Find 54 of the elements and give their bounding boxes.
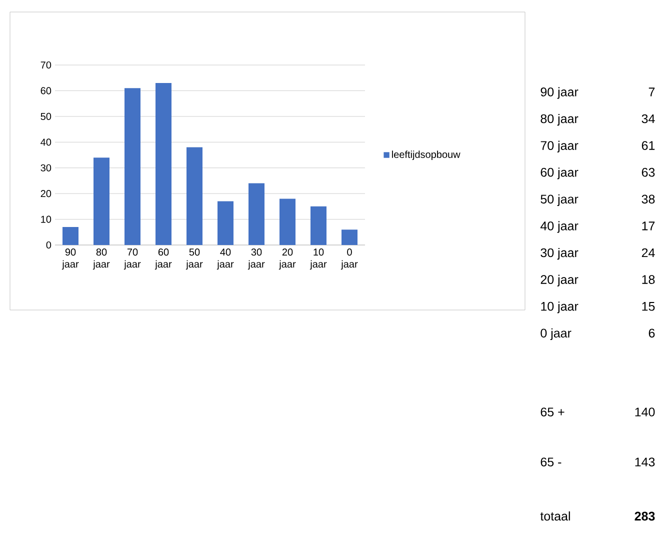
text: 20 jaar — [540, 274, 578, 286]
text: 143 — [635, 458, 655, 466]
y-tick-label: 60 — [40, 87, 52, 94]
bar — [218, 201, 234, 246]
text: 34 — [642, 114, 655, 124]
bar — [342, 230, 358, 246]
y-tick-label: 40 — [40, 138, 52, 146]
x-tick-label: 20 jaar — [278, 248, 296, 270]
text: 70 jaar — [540, 140, 578, 152]
text: 61 — [642, 141, 655, 150]
text: 140 — [635, 408, 655, 416]
y-tick-label: 10 — [41, 216, 52, 223]
text: 6 — [648, 328, 655, 338]
bar — [186, 147, 202, 246]
text: totaal — [540, 511, 570, 521]
text: 60 jaar — [540, 168, 578, 180]
text: 10 jaar — [541, 302, 578, 314]
x-tick-label: 90 jaar — [62, 248, 79, 270]
text: 65 + — [540, 408, 564, 416]
text: 283 — [634, 512, 655, 521]
x-tick-label: 40 jaar — [216, 248, 234, 270]
y-tick-label: 30 — [40, 164, 52, 172]
y-tick-label: 20 — [40, 190, 52, 198]
text: 7 — [648, 88, 655, 96]
x-tick-label: 80 jaar — [92, 248, 110, 270]
x-tick-label: 70 jaar — [124, 248, 141, 270]
y-tick-label: 0 — [46, 241, 52, 249]
text: 63 — [642, 168, 655, 177]
y-tick-label: 70 — [40, 61, 52, 69]
text: 50 jaar — [540, 194, 578, 206]
x-tick-label: 60 jaar — [154, 248, 172, 270]
x-tick-label: 30 jaar — [248, 248, 265, 270]
bar — [248, 183, 264, 246]
text: 65 - — [540, 458, 562, 466]
bar — [310, 206, 326, 246]
bar — [156, 83, 172, 246]
bar — [280, 198, 296, 246]
text: 80 jaar — [540, 114, 578, 126]
text: 18 — [642, 275, 655, 284]
y-tick-label: 50 — [40, 112, 52, 120]
x-tick-label: 10 jaar — [310, 248, 327, 270]
text: 17 — [642, 222, 655, 230]
text: 90 jaar — [540, 87, 578, 99]
text: 24 — [642, 248, 655, 258]
legend-label: leeftijdsopbouw — [392, 150, 460, 160]
text: 38 — [642, 194, 655, 204]
x-tick-label: 50 jaar — [186, 248, 203, 270]
text: 0 jaar — [540, 328, 572, 340]
text: 15 — [642, 302, 655, 311]
x-tick-label: 0 jaar — [340, 248, 358, 270]
text: 40 jaar — [540, 221, 578, 233]
bar — [94, 158, 110, 246]
bar — [124, 88, 140, 246]
bar — [62, 227, 78, 246]
